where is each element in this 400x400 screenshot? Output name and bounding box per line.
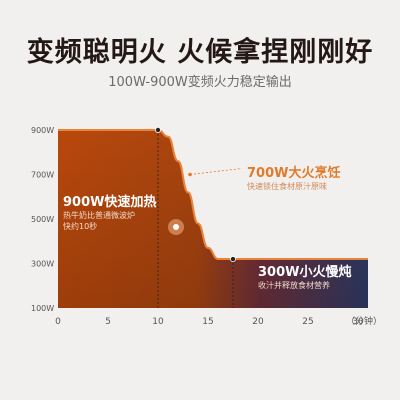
data-point bbox=[229, 256, 236, 263]
data-point bbox=[154, 127, 161, 134]
x-tick-label: 15 bbox=[202, 317, 213, 327]
page-subtitle: 100W-900W变频火力稳定输出 bbox=[108, 75, 292, 90]
y-tick-label: 900W bbox=[31, 126, 54, 135]
annotation-title: 700W大火烹饪 bbox=[247, 165, 340, 181]
area-shade bbox=[58, 130, 368, 308]
x-tick-label: 30 bbox=[352, 317, 364, 327]
annotation-title: 300W小火慢炖 bbox=[258, 264, 351, 280]
y-tick-label: 300W bbox=[31, 260, 54, 269]
x-tick-label: 5 bbox=[105, 317, 111, 327]
x-tick-label: 25 bbox=[302, 317, 313, 327]
flame-badge-center bbox=[173, 224, 179, 230]
annotation-title: 900W快速加热 bbox=[63, 194, 156, 210]
annotation-desc: 收汁并释放食材营养 bbox=[258, 280, 330, 290]
x-unit-label: （分钟） bbox=[346, 315, 382, 327]
leader-line bbox=[189, 168, 243, 175]
annotation-desc: 快速锁住食材原汁原味 bbox=[247, 181, 327, 191]
y-tick-label: 100W bbox=[31, 304, 54, 313]
y-tick-label: 700W bbox=[31, 171, 54, 180]
x-tick-label: 10 bbox=[152, 317, 164, 327]
annotation-desc: 快约10秒 bbox=[63, 221, 97, 231]
x-tick-label: 0 bbox=[55, 317, 61, 327]
leader-dot bbox=[188, 172, 192, 177]
page-title: 变频聪明火 火候拿捏刚刚好 bbox=[26, 37, 374, 68]
annotation-desc: 热牛奶比普通微波炉 bbox=[63, 210, 135, 220]
y-tick-label: 500W bbox=[31, 215, 54, 224]
x-tick-label: 20 bbox=[252, 317, 264, 327]
